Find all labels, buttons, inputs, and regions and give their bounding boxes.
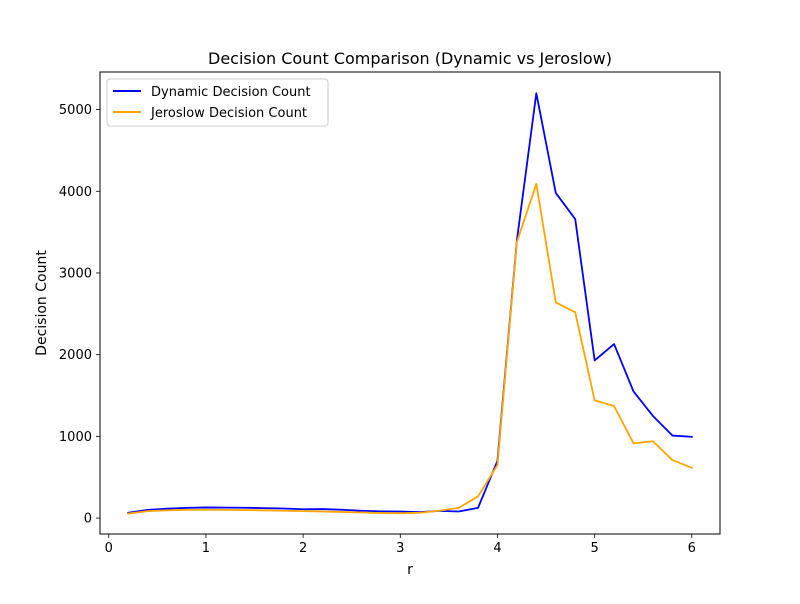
x-tick-label: 3 (396, 541, 404, 556)
y-tick-label: 5000 (59, 103, 92, 118)
x-tick-label: 4 (493, 541, 501, 556)
series-layer (127, 92, 693, 515)
x-tick-label: 1 (202, 541, 210, 556)
x-tick-label: 6 (688, 541, 696, 556)
y-axis-label: Decision Count (34, 250, 50, 356)
y-tick-label: 2000 (59, 348, 92, 363)
chart-title: Decision Count Comparison (Dynamic vs Je… (208, 49, 612, 68)
series-line-jeroslow (127, 183, 693, 515)
legend-box (106, 78, 329, 127)
x-axis-label: r (407, 562, 413, 578)
legend-label-jeroslow: Jeroslow Decision Count (150, 106, 307, 121)
y-tick-label: 4000 (59, 185, 92, 200)
x-tick-label: 0 (105, 541, 113, 556)
x-tick-label: 2 (299, 541, 307, 556)
y-axis-ticks: 0 1000 2000 3000 4000 5000 (59, 103, 100, 527)
y-tick-label: 3000 (59, 266, 92, 281)
series-line-dynamic (127, 92, 693, 514)
x-axis-ticks: 0 1 2 3 4 5 6 (105, 534, 696, 556)
legend-label-dynamic: Dynamic Decision Count (151, 85, 311, 100)
plot-area-frame (99, 71, 721, 535)
y-tick-label: 1000 (59, 430, 92, 445)
y-tick-label: 0 (84, 512, 92, 527)
legend: Dynamic Decision Count Jeroslow Decision… (106, 78, 329, 127)
x-tick-label: 5 (590, 541, 598, 556)
